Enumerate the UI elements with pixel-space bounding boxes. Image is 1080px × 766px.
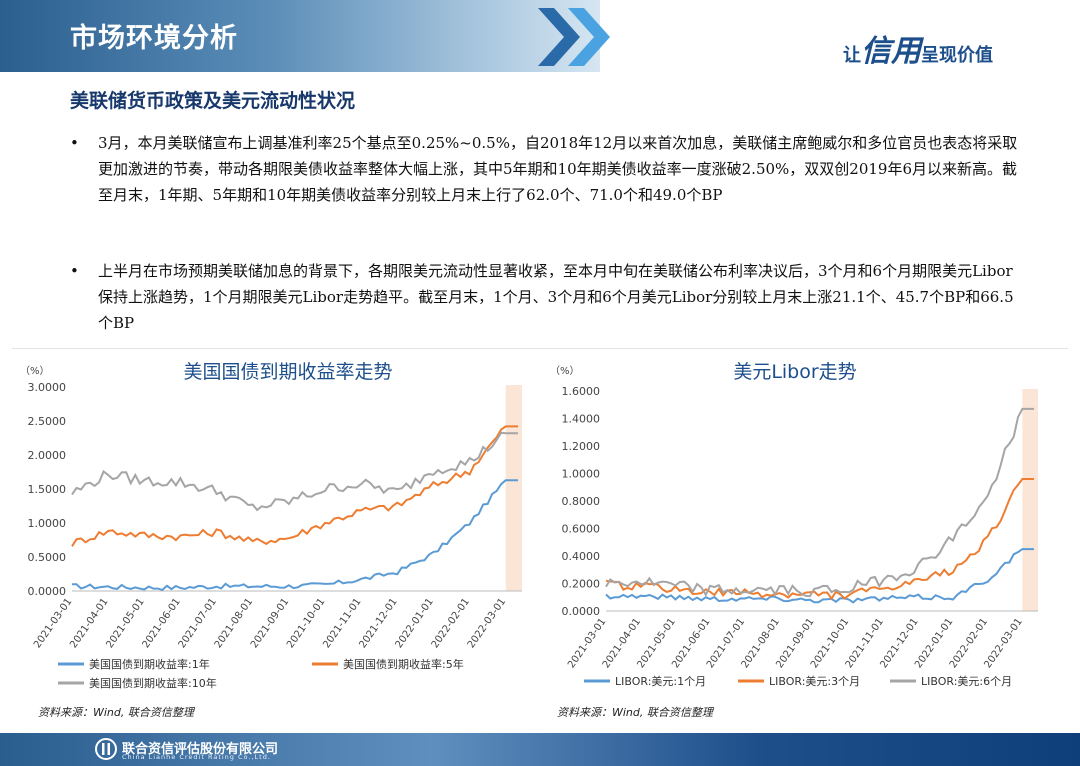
legend-label: 美国国债到期收益率:10年 (89, 676, 217, 690)
x-tick-label: 2021-04-01 (68, 596, 110, 650)
treasury-yield-chart: 美国国债到期收益率走势 （%） 3.0000 2.5000 2.0000 1.5000 1.… (20, 361, 522, 690)
header-band (0, 0, 600, 72)
x-tick-label: 2021-11-01 (321, 596, 363, 650)
x-tick-label: 2021-07-01 (177, 596, 219, 650)
series-line (605, 407, 1034, 598)
company-logo-icon (95, 738, 117, 760)
series-line (71, 425, 518, 547)
y-tick-label: 0.0000 (562, 605, 601, 618)
divider (12, 348, 1068, 349)
footer-company-name: 联合资信评估股份有限公司 (122, 742, 279, 757)
y-tick-label: 2.5000 (28, 415, 67, 428)
legend-label: 美国国债到期收益率:1年 (89, 657, 210, 671)
source-note-left: 资料来源：Wind, 联合资信整理 (38, 706, 194, 719)
bullet-dot: • (70, 134, 79, 152)
y-tick-label: 0.8000 (562, 495, 601, 508)
bullet-item-1: • 3月，本月美联储宣布上调基准利率25个基点至0.25%~0.5%，自2018… (70, 130, 1020, 208)
slogan-pre: 让 (843, 45, 861, 66)
x-tick-label: 2021-08-01 (213, 596, 255, 650)
y-tick-label: 1.2000 (562, 440, 601, 453)
bullet-text: 3月，本月美联储宣布上调基准利率25个基点至0.25%~0.5%，自2018年1… (98, 134, 1018, 204)
header: 市场环境分析 让信用呈现价值 (0, 0, 1080, 74)
footer: 联合资信评估股份有限公司 China Lianhe Credit Rating … (0, 733, 1080, 766)
x-tick-label: 2021-06-01 (141, 596, 183, 650)
y-tick-label: 2.0000 (28, 449, 67, 462)
slogan: 让信用呈现价值 (843, 26, 993, 70)
y-tick-label: 0.2000 (562, 578, 601, 591)
x-tick-label: 2021-10-01 (285, 596, 327, 650)
series-line (72, 479, 518, 592)
source-note-right: 资料来源：Wind, 联合资信整理 (557, 706, 713, 719)
footer-company-en: China Lianhe Credit Rating Co.,Ltd. (122, 753, 271, 761)
bullet-item-2: • 上半月在市场预期美联储加息的背景下，各期限美元流动性显著收紧，至本月中旬在美… (70, 258, 1020, 336)
x-tick-label: 2021-03-01 (32, 596, 74, 650)
x-tick-label: 2022-01-01 (394, 596, 436, 650)
libor-chart: 美元Libor走势 （%） 1.6000 1.4000 1.2000 1.0000 0.80… (550, 361, 1038, 688)
highlight-region (1022, 389, 1038, 611)
legend-label: LIBOR:美元:1个月 (615, 675, 706, 688)
chart-panel-treasury: 美国国债到期收益率走势 （%） 3.0000 2.5000 2.0000 1.5000 1.… (10, 350, 530, 695)
x-tick-label: 2021-12-01 (357, 596, 399, 650)
page-title: 市场环境分析 (70, 23, 238, 54)
legend-label: LIBOR:美元:6个月 (921, 675, 1012, 688)
y-tick-label: 0.6000 (562, 523, 601, 536)
y-tick-label: 0.4000 (562, 550, 601, 563)
y-tick-label: 1.4000 (562, 413, 601, 426)
y-tick-label: 1.0000 (562, 468, 601, 481)
y-tick-label: 0.5000 (28, 551, 67, 564)
chart-panel-libor: 美元Libor走势 （%） 1.6000 1.4000 1.2000 1.0000 0.80… (540, 350, 1065, 695)
unit-label: （%） (20, 365, 50, 377)
slogan-big: 信用 (861, 34, 921, 69)
highlight-region (505, 385, 522, 591)
y-tick-label: 1.6000 (562, 385, 601, 398)
slogan-post: 呈现价值 (921, 45, 993, 66)
legend-label: 美国国债到期收益率:5年 (343, 657, 464, 671)
section-subtitle: 美联储货币政策及美元流动性状况 (70, 90, 356, 112)
legend-label: LIBOR:美元:3个月 (769, 675, 860, 688)
series-line (605, 548, 1034, 604)
y-tick-label: 1.0000 (28, 517, 67, 530)
y-tick-label: 3.0000 (28, 381, 67, 394)
y-tick-label: 1.5000 (28, 483, 67, 496)
x-tick-label: 2022-03-01 (466, 596, 508, 650)
x-tick-label: 2021-09-01 (249, 596, 291, 650)
chart-title: 美元Libor走势 (733, 361, 856, 383)
chart-title: 美国国债到期收益率走势 (183, 361, 392, 383)
chevron-right-icon (538, 8, 610, 66)
bullet-text: 上半月在市场预期美联储加息的背景下，各期限美元流动性显著收紧，至本月中旬在美联储… (98, 262, 1014, 332)
series-line (71, 431, 518, 512)
y-tick-label: 0.0000 (28, 585, 67, 598)
series-line (605, 478, 1034, 601)
x-tick-label: 2021-05-01 (104, 596, 146, 650)
unit-label: （%） (550, 365, 580, 377)
bullet-dot: • (70, 262, 79, 280)
x-tick-label: 2022-02-01 (430, 596, 472, 650)
